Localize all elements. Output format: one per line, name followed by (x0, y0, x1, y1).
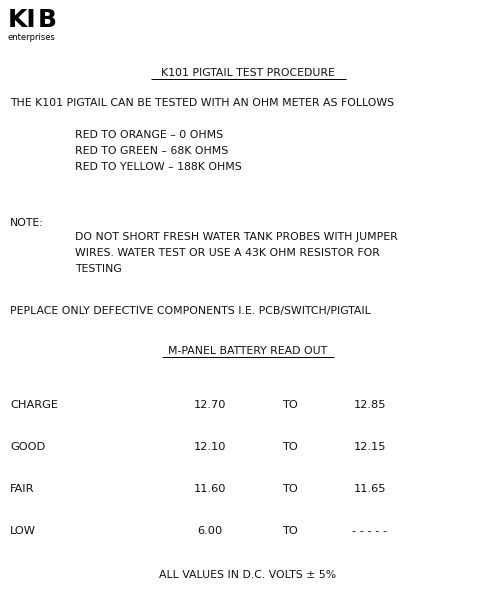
Text: GOOD: GOOD (10, 442, 45, 452)
Text: ALL VALUES IN D.C. VOLTS ± 5%: ALL VALUES IN D.C. VOLTS ± 5% (160, 570, 336, 580)
Text: M-PANEL BATTERY READ OUT: M-PANEL BATTERY READ OUT (168, 346, 328, 356)
Text: DO NOT SHORT FRESH WATER TANK PROBES WITH JUMPER: DO NOT SHORT FRESH WATER TANK PROBES WIT… (75, 232, 398, 242)
Text: RED TO ORANGE – 0 OHMS: RED TO ORANGE – 0 OHMS (75, 130, 223, 140)
Text: 11.65: 11.65 (354, 484, 386, 494)
Text: enterprises: enterprises (8, 33, 56, 42)
Text: LOW: LOW (10, 526, 36, 536)
Text: TO: TO (282, 442, 298, 452)
Text: WIRES. WATER TEST OR USE A 43K OHM RESISTOR FOR: WIRES. WATER TEST OR USE A 43K OHM RESIS… (75, 248, 380, 258)
Text: K101 PIGTAIL TEST PROCEDURE: K101 PIGTAIL TEST PROCEDURE (161, 68, 335, 78)
Text: TO: TO (282, 484, 298, 494)
Text: RED TO GREEN – 68K OHMS: RED TO GREEN – 68K OHMS (75, 146, 228, 156)
Text: 12.85: 12.85 (354, 400, 386, 410)
Text: 12.10: 12.10 (194, 442, 226, 452)
Text: 6.00: 6.00 (197, 526, 223, 536)
Text: - - - - -: - - - - - (352, 526, 388, 536)
Text: 12.70: 12.70 (194, 400, 226, 410)
Text: TO: TO (282, 400, 298, 410)
Text: TESTING: TESTING (75, 264, 122, 274)
Text: RED TO YELLOW – 188K OHMS: RED TO YELLOW – 188K OHMS (75, 162, 242, 172)
Text: B: B (38, 8, 57, 32)
Text: 12.15: 12.15 (354, 442, 386, 452)
Text: 11.60: 11.60 (194, 484, 226, 494)
Text: THE K101 PIGTAIL CAN BE TESTED WITH AN OHM METER AS FOLLOWS: THE K101 PIGTAIL CAN BE TESTED WITH AN O… (10, 98, 394, 108)
Text: CHARGE: CHARGE (10, 400, 58, 410)
Text: KI: KI (8, 8, 37, 32)
Text: FAIR: FAIR (10, 484, 34, 494)
Text: PEPLACE ONLY DEFECTIVE COMPONENTS I.E. PCB/SWITCH/PIGTAIL: PEPLACE ONLY DEFECTIVE COMPONENTS I.E. P… (10, 306, 371, 316)
Text: TO: TO (282, 526, 298, 536)
Text: NOTE:: NOTE: (10, 218, 44, 228)
